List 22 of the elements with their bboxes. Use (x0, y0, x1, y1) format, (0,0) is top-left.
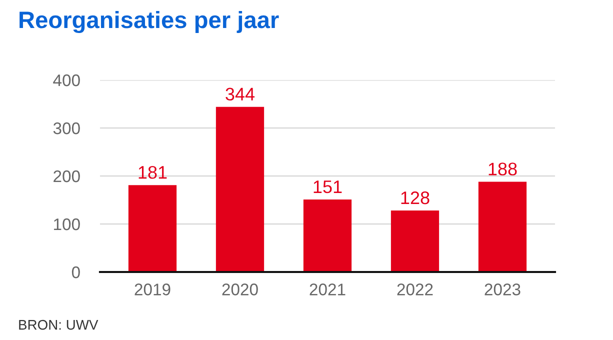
chart-title: Reorganisaties per jaar (20, 10, 279, 34)
data-label: 128 (401, 191, 430, 204)
x-tick-label: 2019 (134, 284, 170, 296)
data-label: 188 (488, 162, 517, 176)
y-tick-label: 300 (53, 122, 80, 134)
y-tick-label: 0 (72, 266, 80, 278)
x-tick-label: 2023 (484, 284, 520, 296)
y-tick-label: 200 (54, 170, 80, 182)
y-tick-label: 400 (53, 74, 80, 86)
y-tick-label: 100 (54, 218, 80, 230)
bar (128, 185, 177, 272)
data-label: 151 (314, 180, 342, 194)
bar (216, 106, 264, 272)
x-tick-label: 2021 (310, 284, 346, 296)
text: BRON: UWV (19, 320, 98, 330)
bar (390, 210, 440, 272)
data-label: 344 (226, 88, 255, 101)
bar (478, 182, 527, 272)
data-label: 181 (138, 166, 167, 179)
x-tick-label: 2020 (222, 284, 258, 296)
bar (303, 200, 352, 272)
x-tick-label: 2022 (397, 284, 433, 296)
